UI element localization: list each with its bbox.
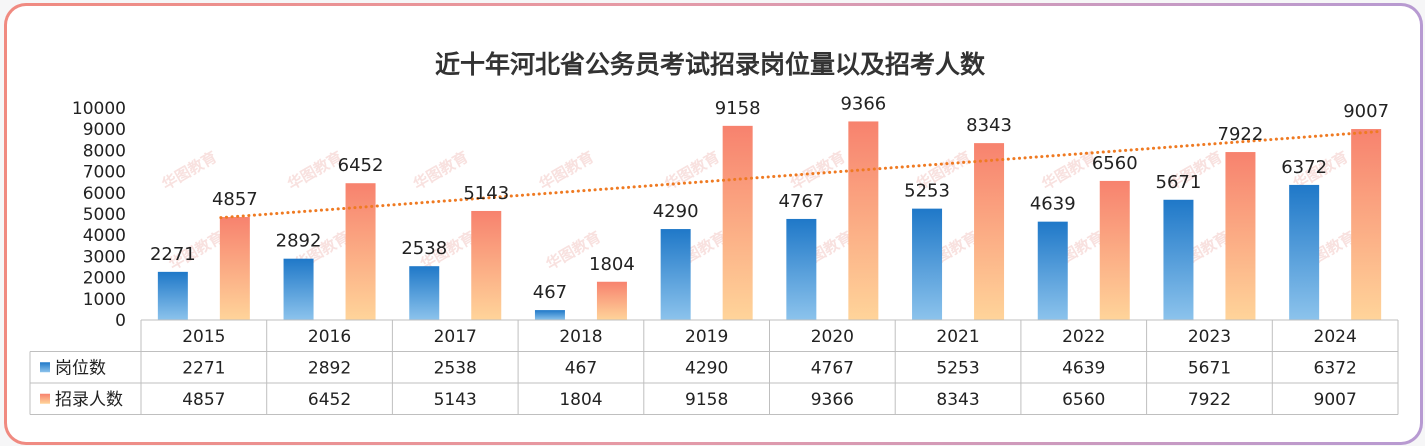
y-tick-label: 7000 (83, 163, 126, 183)
bar-positions (1163, 199, 1194, 320)
data-table: 2015 2016 2017 2018 2019 2020 2021 2022 2023 2024… (29, 319, 1399, 415)
bar-positions (912, 208, 943, 320)
bar-positions (283, 258, 314, 320)
table-cell: 5253 (936, 358, 979, 378)
data-label: 5143 (463, 183, 509, 204)
category-label: 2024 (1314, 327, 1357, 347)
bar-recruits (722, 125, 753, 320)
data-label: 4857 (212, 189, 258, 210)
data-label: 9158 (715, 98, 761, 119)
y-tick-label: 8000 (83, 141, 126, 161)
table-cell: 467 (565, 358, 597, 378)
bar-recruits (1099, 180, 1130, 320)
bar-positions (1289, 184, 1320, 320)
table-cell: 9007 (1314, 390, 1357, 410)
table-cell: 5671 (1188, 358, 1231, 378)
y-tick-label: 2000 (83, 269, 126, 289)
table-cell: 8343 (936, 390, 979, 410)
bars (157, 121, 1382, 321)
data-label: 9366 (840, 93, 886, 114)
data-label: 6452 (338, 155, 384, 176)
trendline (219, 129, 1382, 220)
data-label: 2892 (276, 231, 322, 252)
table-cell: 9158 (685, 390, 728, 410)
legend-label: 招录人数 (55, 390, 123, 410)
table-cell: 4857 (182, 390, 225, 410)
category-label: 2017 (434, 327, 477, 347)
table-cell: 4767 (811, 358, 854, 378)
watermark-text: 华图教育 (285, 148, 346, 194)
table-cell: 2538 (434, 358, 477, 378)
data-label: 4639 (1030, 194, 1076, 215)
y-tick-label: 3000 (83, 247, 126, 267)
table-cell: 9366 (811, 390, 854, 410)
table-cell: 4639 (1062, 358, 1105, 378)
y-axis: 0100020003000400050006000700080009000100… (72, 99, 126, 331)
legend-swatch (40, 362, 50, 373)
data-label: 5253 (904, 181, 950, 202)
bar-positions (534, 310, 565, 320)
chart-title: 近十年河北省公务员考试招录岗位量以及招考人数 (435, 50, 986, 79)
data-label: 1804 (589, 254, 635, 275)
y-tick-label: 6000 (83, 184, 126, 204)
y-tick-label: 0 (115, 311, 126, 331)
table-cell: 6372 (1314, 358, 1357, 378)
category-label: 2016 (308, 327, 351, 347)
table-cell: 6452 (308, 390, 351, 410)
legend-swatch (40, 393, 50, 404)
data-label: 7922 (1218, 124, 1264, 145)
table-cell: 7922 (1188, 390, 1231, 410)
bar-recruits (471, 210, 502, 320)
watermark-text: 华图教育 (662, 148, 723, 194)
bar-recruits (596, 281, 627, 320)
table-cell: 1804 (559, 390, 602, 410)
y-tick-label: 9000 (83, 120, 126, 140)
trendline-path (219, 129, 1382, 220)
bar-positions (660, 229, 691, 320)
data-label: 6560 (1092, 153, 1138, 174)
category-label: 2021 (936, 327, 979, 347)
watermark-text: 华图教育 (410, 148, 471, 194)
category-label: 2020 (811, 327, 854, 347)
bar-positions (1037, 221, 1068, 320)
table-cell: 2271 (182, 358, 225, 378)
legend-label: 岗位数 (55, 358, 106, 378)
bar-recruits (219, 217, 250, 320)
bar-positions (409, 266, 440, 320)
y-tick-label: 10000 (72, 99, 126, 119)
y-tick-label: 1000 (83, 290, 126, 310)
bar-recruits (345, 183, 376, 320)
bar-recruits (1225, 152, 1256, 320)
data-label: 2271 (150, 244, 196, 265)
bar-recruits (1351, 129, 1382, 320)
table-cell: 2892 (308, 358, 351, 378)
category-label: 2022 (1062, 327, 1105, 347)
data-label: 6372 (1281, 157, 1327, 178)
watermark-text: 华图教育 (536, 148, 597, 194)
y-tick-label: 4000 (83, 226, 126, 246)
bar-positions (157, 271, 188, 320)
data-label: 4767 (778, 191, 824, 212)
data-label: 5671 (1156, 172, 1202, 193)
table-cell: 4290 (685, 358, 728, 378)
category-label: 2019 (685, 327, 728, 347)
bar-positions (786, 218, 817, 320)
category-label: 2015 (182, 327, 225, 347)
category-label: 2018 (559, 327, 602, 347)
data-label: 4290 (653, 201, 699, 222)
bar-recruits (974, 143, 1005, 320)
y-tick-label: 5000 (83, 205, 126, 225)
data-label: 9007 (1343, 101, 1389, 122)
table-cell: 5143 (434, 390, 477, 410)
data-label: 8343 (966, 115, 1012, 136)
table-cell: 6560 (1062, 390, 1105, 410)
data-labels: 2271 2892 2538 467 4290 4767 5253 4639 5671 6372 4… (150, 93, 1389, 303)
watermark-text: 华图教育 (787, 148, 848, 194)
bar-recruits (848, 121, 879, 321)
data-label: 2538 (401, 238, 447, 259)
data-label: 467 (533, 282, 567, 303)
category-label: 2023 (1188, 327, 1231, 347)
watermark-text: 华图教育 (159, 148, 220, 194)
